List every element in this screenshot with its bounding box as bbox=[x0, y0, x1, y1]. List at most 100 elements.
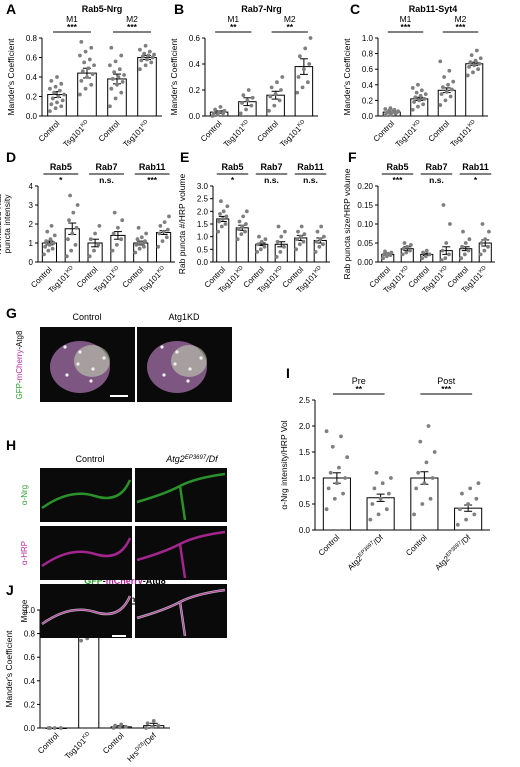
data-point bbox=[237, 219, 242, 224]
data-point bbox=[64, 254, 69, 259]
bar bbox=[322, 477, 351, 531]
data-point bbox=[469, 53, 474, 58]
data-point bbox=[245, 98, 250, 103]
data-point bbox=[219, 224, 224, 229]
punctum bbox=[186, 379, 190, 383]
data-point bbox=[473, 58, 478, 63]
category-label: Atg2EP3697/Df bbox=[346, 533, 386, 573]
nerve-branch bbox=[41, 479, 132, 510]
cell-blob bbox=[74, 345, 110, 377]
data-point bbox=[221, 209, 226, 214]
data-point bbox=[164, 235, 169, 240]
data-point bbox=[278, 249, 283, 254]
chart-E: 0.0 0.5 1.0 1.5 2.0 2.5 3.0 Rab puncta #/HRP vo… bbox=[177, 162, 330, 295]
data-point bbox=[93, 231, 97, 236]
y-tick-label: 3.0 bbox=[197, 182, 209, 191]
data-point bbox=[424, 460, 429, 465]
data-point bbox=[58, 726, 63, 730]
panel-letter-J: J bbox=[6, 582, 14, 598]
punctum bbox=[199, 356, 203, 360]
data-point bbox=[120, 218, 125, 223]
micrograph-label: Atg1KD bbox=[168, 312, 200, 322]
data-point bbox=[165, 227, 170, 232]
data-point bbox=[217, 110, 222, 114]
data-point bbox=[442, 75, 447, 79]
data-point bbox=[151, 719, 156, 723]
data-point bbox=[368, 517, 373, 522]
y-tick-label: 0.4 bbox=[362, 81, 374, 90]
data-point bbox=[432, 450, 437, 454]
data-point bbox=[374, 470, 379, 475]
data-point bbox=[324, 429, 329, 434]
data-point bbox=[123, 724, 128, 729]
group-label: M2 bbox=[126, 14, 138, 24]
data-point bbox=[439, 92, 444, 97]
data-point bbox=[220, 217, 225, 221]
data-point bbox=[444, 241, 449, 245]
data-point bbox=[145, 57, 149, 62]
category-label: Control bbox=[427, 119, 452, 144]
data-point bbox=[78, 92, 82, 97]
data-point bbox=[297, 54, 302, 59]
nerve-branch bbox=[136, 530, 226, 579]
group-label: M1 bbox=[66, 14, 78, 24]
category-label: Tsg101KD bbox=[449, 119, 479, 149]
panel-letter-A: A bbox=[6, 1, 16, 17]
data-point bbox=[138, 47, 142, 52]
data-point bbox=[279, 88, 283, 92]
data-point bbox=[328, 470, 333, 475]
y-tick-label: 0.6 bbox=[189, 34, 201, 43]
data-point bbox=[133, 250, 138, 255]
data-point bbox=[263, 237, 268, 242]
significance-label: * bbox=[59, 175, 63, 185]
data-point bbox=[269, 85, 274, 90]
data-point bbox=[113, 723, 118, 728]
data-point bbox=[156, 244, 161, 249]
data-point bbox=[53, 84, 58, 89]
data-point bbox=[79, 40, 84, 44]
y-tick-label: 2.0 bbox=[299, 422, 311, 431]
data-point bbox=[147, 49, 152, 54]
data-point bbox=[343, 476, 348, 480]
nerve-branch bbox=[41, 537, 132, 568]
data-point bbox=[296, 75, 301, 79]
data-point bbox=[45, 229, 50, 234]
data-point bbox=[144, 726, 148, 730]
data-point bbox=[246, 88, 251, 92]
data-point bbox=[92, 248, 96, 253]
data-point bbox=[112, 210, 117, 215]
chart-title: Rab7-Nrg bbox=[241, 4, 282, 14]
category-label: Control bbox=[255, 119, 280, 144]
y-tick-label: 0.0 bbox=[197, 258, 209, 267]
data-point bbox=[383, 107, 388, 111]
data-point bbox=[218, 105, 223, 109]
data-point bbox=[244, 209, 249, 214]
data-point bbox=[370, 502, 375, 506]
data-point bbox=[275, 239, 280, 244]
data-point bbox=[477, 61, 482, 66]
data-point bbox=[339, 434, 343, 439]
data-point bbox=[222, 108, 227, 113]
data-point bbox=[157, 231, 162, 236]
data-point bbox=[476, 481, 481, 486]
group-label: Rab7 bbox=[95, 162, 117, 172]
data-point bbox=[378, 496, 383, 501]
data-point bbox=[443, 256, 448, 261]
data-point bbox=[461, 229, 465, 234]
data-point bbox=[460, 491, 464, 496]
y-tick-label: 0.5 bbox=[299, 500, 311, 509]
data-point bbox=[420, 256, 425, 261]
data-point bbox=[140, 54, 145, 59]
data-point bbox=[386, 491, 391, 496]
data-point bbox=[464, 517, 468, 522]
y-tick-label: 1 bbox=[29, 239, 34, 248]
group-label: Rab7 bbox=[425, 162, 447, 172]
data-point bbox=[117, 67, 122, 72]
data-point bbox=[307, 62, 312, 66]
data-point bbox=[142, 51, 147, 56]
data-point bbox=[413, 95, 418, 100]
data-point bbox=[48, 237, 53, 242]
data-point bbox=[392, 107, 397, 112]
data-point bbox=[474, 496, 479, 501]
